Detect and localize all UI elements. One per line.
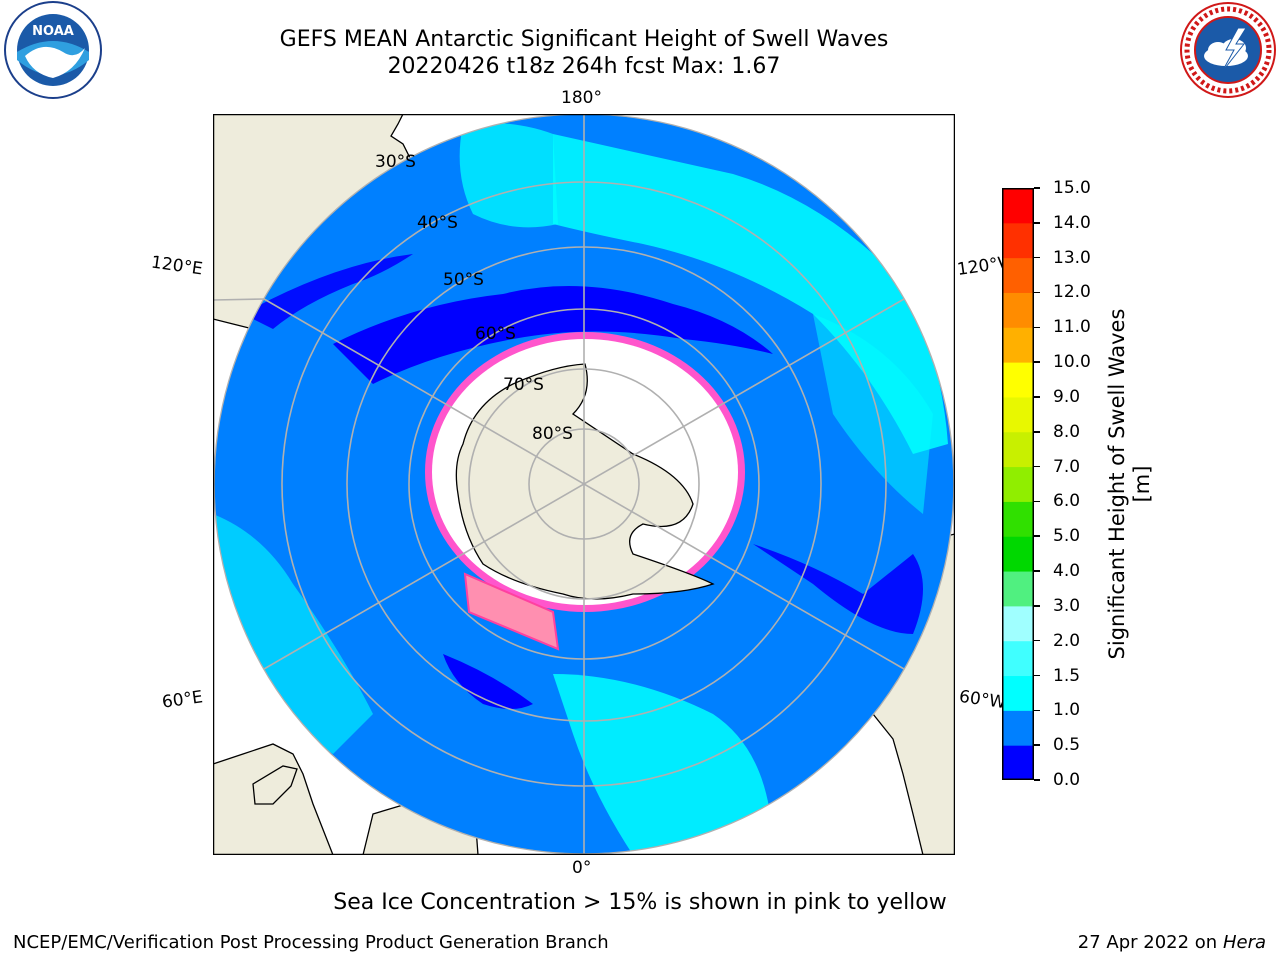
colorbar — [1002, 188, 1034, 780]
colorbar-tick-label: 5.0 — [1053, 526, 1081, 547]
colorbar-segment — [1002, 571, 1034, 607]
colorbar-tick-mark — [1034, 605, 1040, 607]
noaa-logo-text: NOAA — [32, 24, 74, 39]
colorbar-tick-label: 14.0 — [1053, 212, 1091, 233]
colorbar-tick-label: 10.0 — [1053, 352, 1091, 373]
colorbar-tick-mark — [1034, 187, 1040, 189]
colorbar-tick-label: 13.0 — [1053, 247, 1091, 268]
chart-subtitle: 20220426 t18z 264h fcst Max: 1.67 — [387, 54, 781, 79]
footer-organization: NCEP/EMC/Verification Post Processing Pr… — [13, 932, 609, 953]
colorbar-segment — [1002, 257, 1034, 293]
chart-title: GEFS MEAN Antarctic Significant Height o… — [279, 27, 889, 52]
colorbar-segment — [1002, 362, 1034, 398]
colorbar-tick-mark — [1034, 674, 1040, 677]
colorbar-label: Significant Height of Swell Waves [m] — [1105, 308, 1154, 660]
colorbar-tick-mark — [1034, 570, 1040, 572]
footer-date-text: 27 Apr 2022 on — [1077, 932, 1223, 953]
colorbar-tick-mark — [1034, 222, 1040, 224]
sea-ice-caption: Sea Ice Concentration > 15% is shown in … — [333, 890, 947, 915]
lat-label-80s: 80°S — [532, 424, 573, 444]
lon-label-60w: 60°W — [957, 686, 1008, 714]
footer-date: 27 Apr 2022 on Hera — [1078, 932, 1266, 954]
lon-label-60e: 60°E — [160, 687, 205, 713]
colorbar-tick-mark — [1034, 291, 1040, 294]
lon-label-0: 0° — [572, 858, 592, 878]
colorbar-segment — [1002, 675, 1034, 711]
colorbar-tick-mark — [1034, 535, 1040, 537]
noaa-logo: NOAA — [4, 1, 102, 99]
lat-label-40s: 40°S — [417, 213, 458, 233]
colorbar-tick-mark — [1034, 431, 1040, 433]
colorbar-tick-label: 2.0 — [1053, 630, 1081, 651]
colorbar-segment — [1002, 431, 1034, 468]
colorbar-segment — [1002, 536, 1034, 572]
colorbar-segment — [1002, 222, 1034, 259]
lat-label-50s: 50°S — [443, 270, 484, 290]
colorbar-tick-mark — [1034, 500, 1040, 503]
colorbar-tick-label: 4.0 — [1053, 561, 1081, 582]
colorbar-tick-mark — [1034, 361, 1040, 363]
colorbar-tick-mark — [1034, 396, 1040, 398]
colorbar-tick-label: 6.0 — [1053, 491, 1081, 512]
colorbar-tick-label: 0.5 — [1053, 735, 1081, 756]
polar-map: 180° 120°E 120°W 60°E 60°W 0° 30°S 40°S … — [150, 88, 1016, 878]
lat-label-60s: 60°S — [475, 324, 516, 344]
colorbar-tick-mark — [1034, 709, 1040, 712]
colorbar-tick-label: 7.0 — [1053, 456, 1081, 477]
colorbar-segment — [1002, 396, 1034, 433]
madagascar-land — [252, 765, 298, 805]
colorbar-tick-mark — [1034, 465, 1040, 468]
colorbar-segment — [1002, 188, 1034, 224]
longitude-grid — [263, 114, 905, 854]
colorbar-tick-mark — [1034, 639, 1040, 642]
colorbar-tick-mark — [1034, 744, 1040, 746]
colorbar-tick-label: 8.0 — [1053, 421, 1081, 442]
colorbar-tick-label: 9.0 — [1053, 386, 1081, 407]
colorbar-tick-mark — [1034, 326, 1040, 329]
colorbar-segment — [1002, 292, 1034, 328]
lat-label-30s: 30°S — [375, 152, 416, 172]
colorbar-segment — [1002, 501, 1034, 537]
colorbar-tick-mark — [1034, 256, 1040, 259]
colorbar-tick-label: 1.0 — [1053, 700, 1081, 721]
colorbar-segment — [1002, 710, 1034, 746]
colorbar-segment — [1002, 745, 1034, 780]
footer-host: Hera — [1222, 932, 1266, 953]
lat-label-70s: 70°S — [503, 375, 544, 395]
colorbar-segment — [1002, 605, 1034, 642]
lon-label-180: 180° — [561, 88, 602, 108]
weddell-sea-ice — [463, 572, 560, 651]
colorbar-segment — [1002, 466, 1034, 502]
colorbar-segment — [1002, 327, 1034, 363]
colorbar-tick-label: 15.0 — [1053, 178, 1091, 198]
colorbar-tick-label: 1.5 — [1053, 665, 1081, 686]
lon-label-120e: 120°E — [149, 252, 204, 280]
colorbar-tick-mark — [1034, 779, 1040, 781]
colorbar-segment — [1002, 640, 1034, 677]
colorbar-tick-label: 0.0 — [1053, 770, 1081, 790]
national-weather-service-logo — [1180, 2, 1276, 98]
colorbar-tick-label: 11.0 — [1053, 317, 1091, 338]
map-canvas — [213, 114, 955, 855]
colorbar-tick-label: 3.0 — [1053, 595, 1081, 616]
colorbar-tick-label: 12.0 — [1053, 282, 1091, 303]
